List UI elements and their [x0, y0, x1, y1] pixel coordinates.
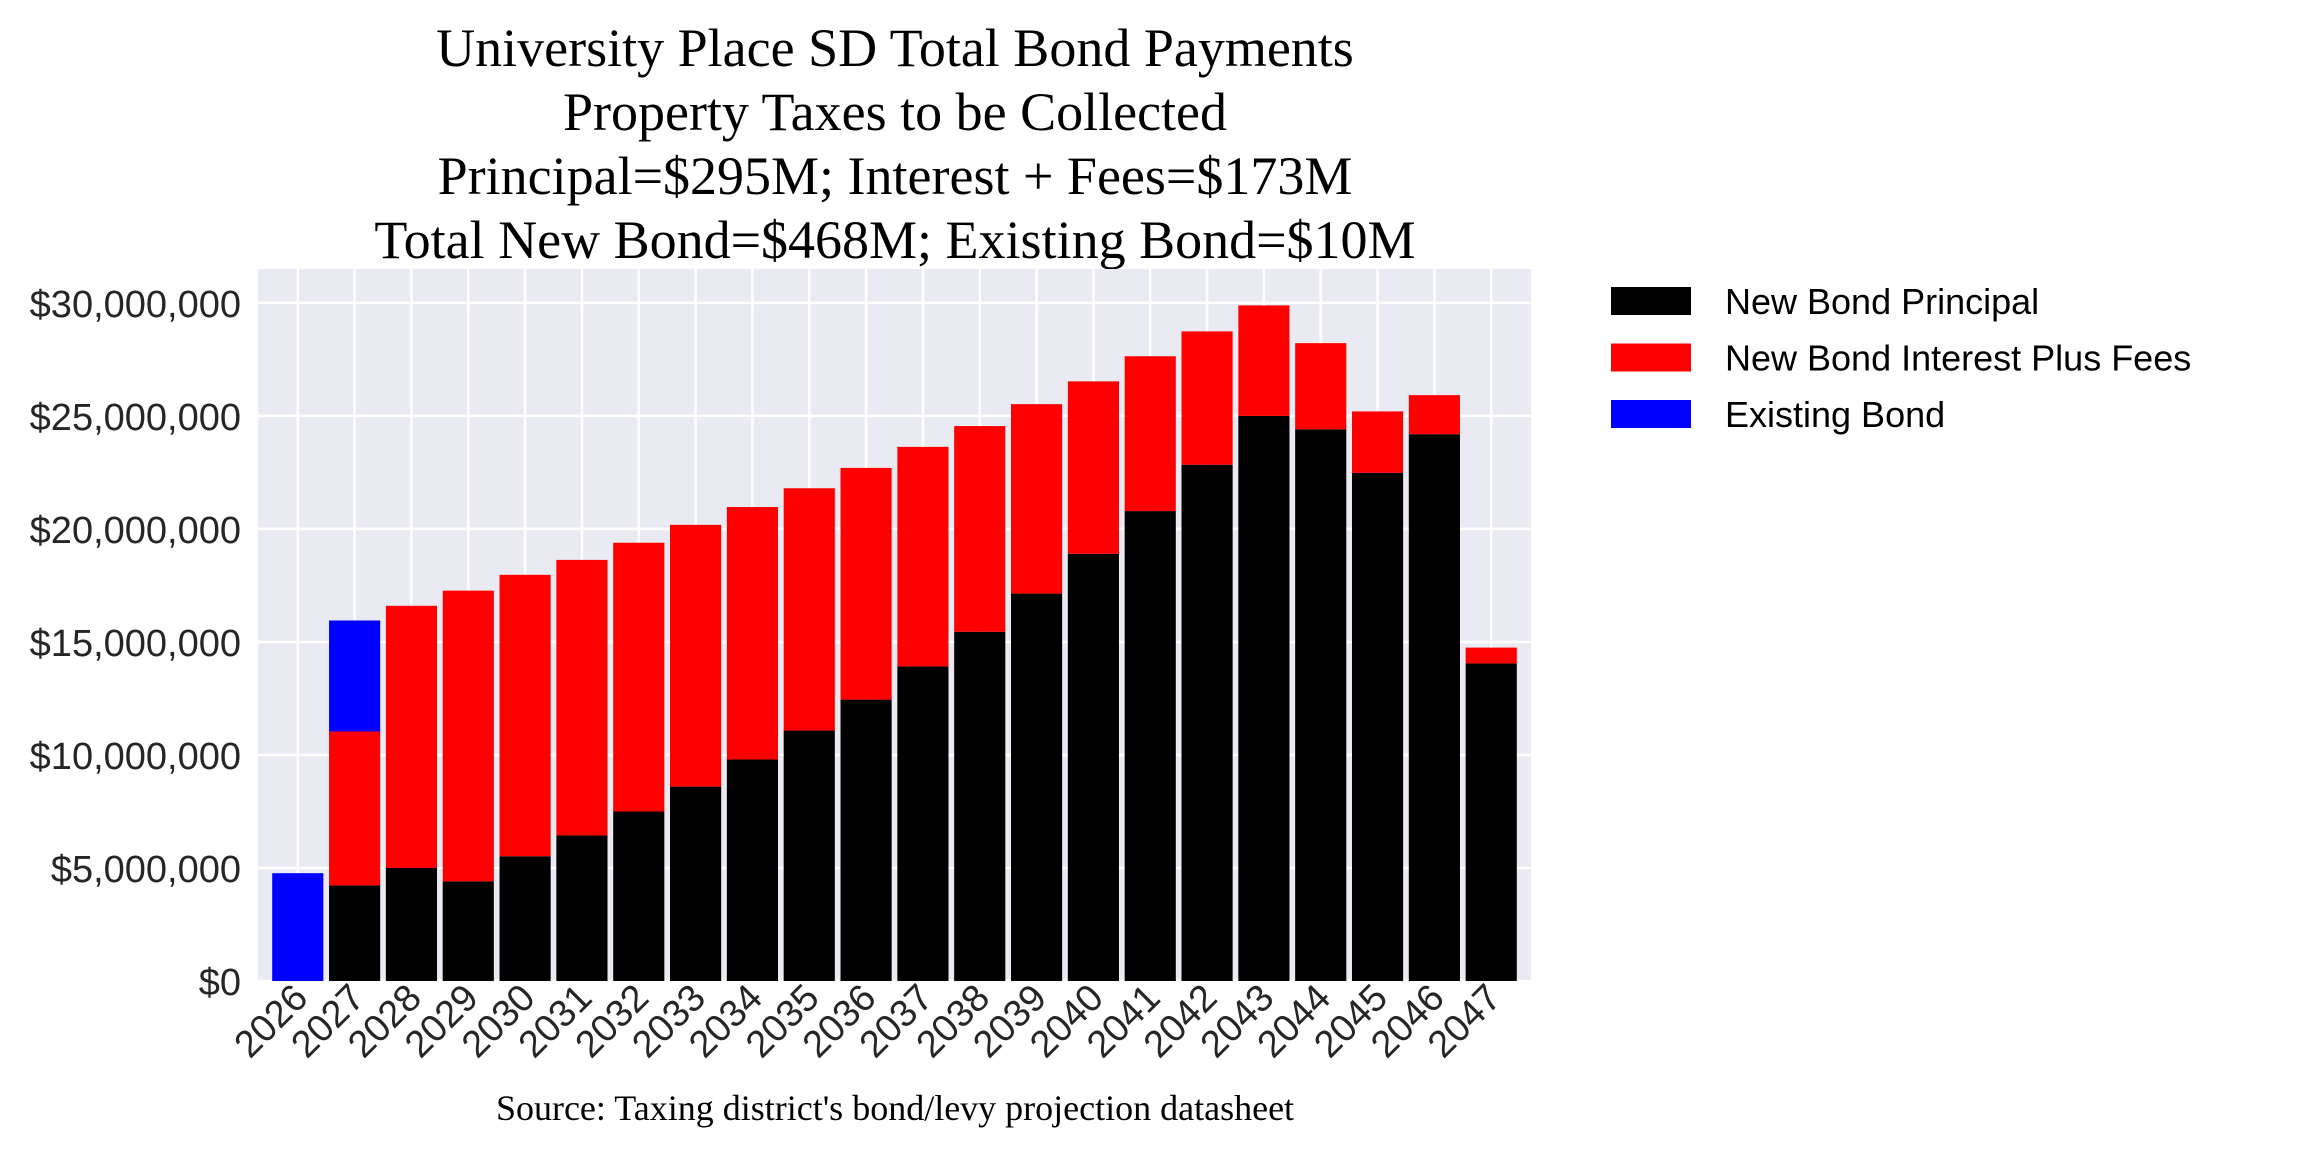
bar-segment [670, 786, 722, 981]
bar-segment [329, 885, 381, 981]
y-axis-ticks: $0 $5,000,000 $10,000,000 $15,000,000 $20,00… [30, 284, 241, 1004]
bar-segment [1295, 343, 1347, 430]
legend-swatch [1611, 343, 1691, 372]
bar-segment [1181, 464, 1233, 981]
bar-segment [613, 811, 665, 981]
bar-segment [499, 856, 551, 981]
legend-label: Existing Bond [1725, 394, 1945, 435]
bar-segment [272, 873, 324, 981]
bar-segment [840, 467, 892, 700]
bar-segment [442, 881, 494, 981]
bar-segment [726, 507, 778, 760]
bar-segment [385, 605, 438, 868]
bar-segment [1295, 429, 1347, 982]
title-line-4: Total New Bond=$468M; Existing Bond=$10M [374, 210, 1415, 270]
bar-segment [442, 590, 494, 882]
bar-segment [783, 730, 835, 981]
legend-swatch [1611, 400, 1691, 428]
bar-segment [329, 620, 381, 732]
bar-segment [840, 699, 892, 981]
bar-segment [499, 574, 551, 857]
y-tick-label: $0 [199, 962, 241, 1004]
bar-segment [954, 426, 1006, 632]
bar-segment [1238, 415, 1290, 981]
bar-segment [556, 835, 608, 981]
y-tick-label: $5,000,000 [51, 849, 241, 891]
bar-segment [1351, 472, 1404, 981]
legend-label: New Bond Principal [1725, 281, 2039, 322]
bar-segment [329, 731, 381, 886]
legend-label: New Bond Interest Plus Fees [1725, 338, 2191, 379]
bar-segment [613, 542, 665, 812]
bars [272, 305, 1517, 982]
bar-segment [1181, 331, 1233, 465]
chart-title: University Place SD Total Bond Payments … [374, 18, 1415, 270]
bar-segment [670, 524, 722, 787]
y-tick-label: $30,000,000 [30, 284, 241, 326]
legend-swatch [1611, 287, 1691, 315]
bar-segment [897, 446, 949, 667]
bar-segment [385, 867, 438, 981]
legend: New Bond Principal New Bond Interest Plus… [1611, 281, 2191, 435]
bar-segment [954, 631, 1006, 981]
bar-segment [897, 666, 949, 981]
bar-segment [1124, 511, 1176, 981]
title-line-1: University Place SD Total Bond Payments [436, 18, 1354, 78]
bar-segment [1408, 434, 1460, 981]
x-axis-ticks: 2026202720282029203020312032203320342035… [227, 977, 1510, 1066]
bar-segment [556, 559, 608, 836]
bar-segment [1067, 553, 1119, 981]
bar-segment [1011, 404, 1063, 594]
y-tick-label: $10,000,000 [30, 736, 241, 778]
y-tick-label: $25,000,000 [30, 397, 241, 439]
title-line-2: Property Taxes to be Collected [563, 82, 1227, 142]
y-tick-label: $20,000,000 [30, 510, 241, 552]
x-axis-label: Source: Taxing district's bond/levy proj… [496, 1088, 1294, 1128]
bar-segment [1465, 647, 1517, 664]
bar-segment [1465, 663, 1517, 981]
bar-segment [1011, 593, 1063, 981]
bar-segment [726, 759, 778, 981]
bar-segment [1238, 305, 1290, 416]
bar-segment [1351, 411, 1404, 473]
bar-segment [783, 488, 835, 731]
title-line-3: Principal=$295M; Interest + Fees=$173M [438, 146, 1353, 206]
bar-segment [1408, 395, 1460, 435]
y-tick-label: $15,000,000 [30, 623, 241, 665]
bar-segment [1067, 381, 1119, 554]
bar-segment [1124, 356, 1176, 512]
